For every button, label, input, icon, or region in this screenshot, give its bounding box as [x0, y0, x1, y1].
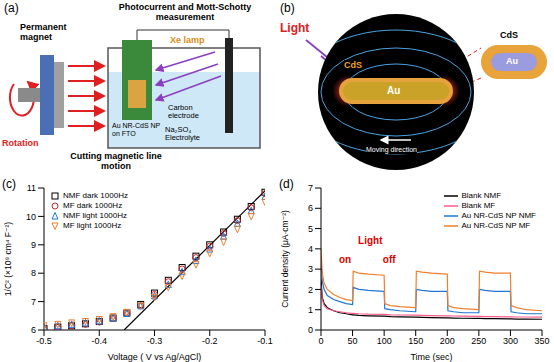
- svg-text:4: 4: [308, 244, 313, 254]
- html-text:(a): (a): [4, 1, 19, 15]
- svg-text:Light: Light: [358, 235, 383, 246]
- svg-text:Current density (μA·cm⁻²): Current density (μA·cm⁻²): [280, 210, 290, 308]
- html-text:Light: Light: [280, 21, 310, 35]
- html-text:(d): (d): [279, 177, 294, 191]
- svg-text:1/C² (×10⁹ cm⁴ F⁻²): 1/C² (×10⁹ cm⁴ F⁻²): [3, 222, 13, 297]
- html-text:Permanent magnet: Permanent magnet: [20, 22, 67, 43]
- html-text:Moving direction: Moving direction: [366, 146, 417, 153]
- html-text:Au NR-CdS NP MF: Au NR-CdS NP MF: [461, 221, 531, 230]
- svg-text:2: 2: [308, 285, 313, 295]
- svg-text:7: 7: [31, 297, 36, 307]
- svg-text:350: 350: [534, 336, 549, 346]
- svg-text:200: 200: [440, 336, 455, 346]
- html-text:MF light 1000Hz: MF light 1000Hz: [63, 221, 122, 230]
- html-text:Au: Au: [387, 85, 401, 96]
- svg-text:3: 3: [308, 264, 313, 274]
- svg-text:-0.5: -0.5: [36, 336, 52, 346]
- html-text:(c): (c): [2, 177, 16, 191]
- html-text:Blank NMF: Blank NMF: [461, 191, 501, 200]
- svg-text:-0.3: -0.3: [147, 336, 163, 346]
- svg-text:-0.2: -0.2: [202, 336, 218, 346]
- svg-text:7: 7: [308, 183, 313, 193]
- html-text:CdS: CdS: [500, 30, 518, 40]
- html-text:Au NR-CdS NP on FTO: Au NR-CdS NP on FTO: [112, 122, 161, 137]
- svg-text:50: 50: [348, 336, 358, 346]
- svg-text:-0.4: -0.4: [91, 336, 107, 346]
- svg-text:0: 0: [318, 336, 323, 346]
- svg-text:9: 9: [31, 240, 36, 250]
- html-text:Xe lamp: Xe lamp: [170, 35, 205, 45]
- html-text:Carbon electrode: Carbon electrode: [168, 103, 199, 121]
- html-text:CdS: CdS: [344, 60, 362, 70]
- html-text:MF dark 1000Hz: MF dark 1000Hz: [63, 201, 123, 210]
- svg-text:300: 300: [503, 336, 518, 346]
- svg-text:150: 150: [408, 336, 423, 346]
- html-text:Au NR-CdS NP NMF: Au NR-CdS NP NMF: [461, 211, 536, 220]
- svg-text:5: 5: [308, 224, 313, 234]
- html-text:Au: Au: [506, 56, 518, 66]
- html-text:Cutting magnetic line motion: Cutting magnetic line motion: [70, 151, 162, 172]
- svg-text:8: 8: [31, 268, 36, 278]
- html-text:NMF light 1000Hz: NMF light 1000Hz: [63, 211, 127, 220]
- html-text:Blank MF: Blank MF: [461, 201, 496, 210]
- svg-text:Voltage ( V vs Ag/AgCl): Voltage ( V vs Ag/AgCl): [108, 352, 202, 362]
- svg-text:250: 250: [471, 336, 486, 346]
- svg-text:11: 11: [27, 183, 36, 193]
- svg-text:100: 100: [377, 336, 392, 346]
- html-text:NMF dark 1000Hz: NMF dark 1000Hz: [63, 191, 128, 200]
- svg-text:1: 1: [308, 305, 313, 315]
- svg-text:0: 0: [308, 325, 313, 335]
- svg-text:on: on: [339, 254, 351, 265]
- svg-text:6: 6: [31, 325, 36, 335]
- svg-text:6: 6: [308, 203, 313, 213]
- html-text:Photocurrent and Mott-Schotty: Photocurrent and Mott-Schotty measuremen…: [118, 2, 252, 23]
- html-text:Na₂SO₄ Electrolyte: Na₂SO₄ Electrolyte: [165, 125, 200, 143]
- svg-text:-0.1: -0.1: [257, 336, 273, 346]
- svg-text:Time (sec): Time (sec): [410, 352, 452, 362]
- html-text:(b): (b): [280, 1, 295, 15]
- html-text:Rotation: Rotation: [2, 138, 39, 148]
- svg-text:10: 10: [26, 212, 36, 222]
- svg-text:off: off: [383, 254, 396, 265]
